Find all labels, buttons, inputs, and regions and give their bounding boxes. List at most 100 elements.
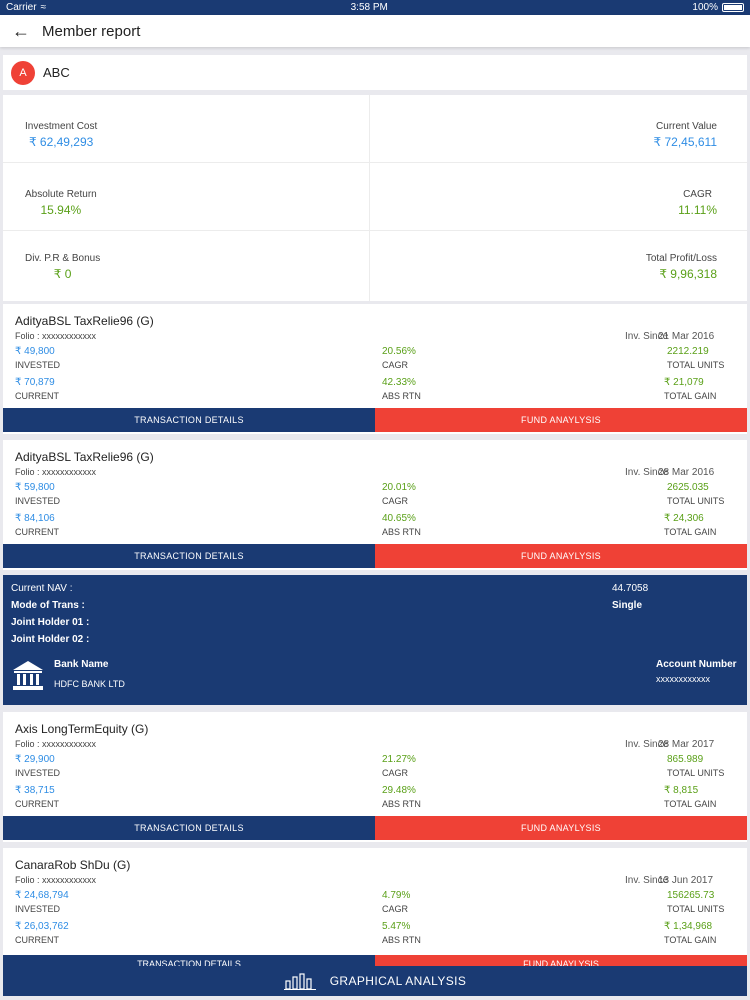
current-label: CURRENT	[15, 391, 59, 401]
abs-rtn-label: ABS RTN	[382, 391, 421, 401]
inv-since-label: Inv. Since	[625, 739, 669, 750]
inv-since-date: 13 Jun 2017	[658, 875, 714, 886]
cagr-label: CAGR	[382, 496, 409, 506]
inv-since-label: Inv. Since	[625, 875, 669, 886]
battery-percent: 100%	[692, 2, 718, 13]
status-time: 3:58 PM	[350, 2, 388, 13]
transaction-details-panel: Current NAV : 44.7058 Mode of Trans : Si…	[3, 575, 747, 705]
invested-value: ₹ 49,800	[15, 346, 55, 357]
transaction-details-button[interactable]: TRANSACTION DETAILS	[3, 544, 375, 568]
back-arrow-icon[interactable]: ←	[12, 20, 30, 41]
total-units-value: 156265.73	[667, 890, 715, 901]
total-units-value: 2625.035	[667, 482, 709, 493]
current-value: ₹ 38,715	[15, 785, 55, 796]
total-units-label: TOTAL UNITS	[667, 768, 725, 778]
wifi-icon: ≈	[40, 2, 47, 13]
page-title: Member report	[42, 22, 141, 40]
current-value: ₹ 70,879	[15, 377, 55, 388]
cagr-value: 20.01%	[382, 482, 416, 493]
folio: Folio : xxxxxxxxxxxx	[15, 467, 97, 477]
total-units-label: TOTAL UNITS	[667, 904, 725, 914]
mode-label: Mode of Trans :	[11, 600, 85, 611]
bank-icon	[13, 661, 43, 690]
inv-since-date: 21 Mar 2016	[658, 331, 715, 342]
cagr-value: 21.27%	[382, 754, 416, 765]
member-name: ABC	[43, 65, 70, 80]
fund-name: Axis LongTermEquity (G)	[15, 722, 149, 736]
fund-analysis-button[interactable]: FUND ANAYLYSIS	[375, 544, 747, 568]
total-units-value: 865.989	[667, 754, 704, 765]
total-gain-label: TOTAL GAIN	[664, 799, 717, 809]
fund-name: CanaraRob ShDu (G)	[15, 858, 131, 872]
total-gain-label: TOTAL GAIN	[664, 935, 717, 945]
folio: Folio : xxxxxxxxxxxx	[15, 739, 97, 749]
abs-rtn-value: 5.47%	[382, 921, 411, 932]
member-row: A ABC	[3, 55, 747, 90]
cagr-label: CAGR	[382, 768, 409, 778]
graphical-analysis-label: GRAPHICAL ANALYSIS	[329, 974, 467, 988]
fund-name: AdityaBSL TaxRelie96 (G)	[15, 450, 154, 464]
cagr-value: 20.56%	[382, 346, 416, 357]
avatar: A	[11, 60, 35, 85]
abs-rtn-value: 40.65%	[382, 513, 416, 524]
graphical-analysis-button[interactable]: GRAPHICAL ANALYSIS	[3, 966, 747, 996]
invested-value: ₹ 24,68,794	[15, 890, 69, 901]
carrier-label: Carrier	[6, 2, 37, 13]
invested-label: INVESTED	[15, 360, 61, 370]
current-label: CURRENT	[15, 799, 59, 809]
fund-card: AdityaBSL TaxRelie96 (G) Folio : xxxxxxx…	[3, 440, 747, 570]
inv-since-date: 28 Mar 2017	[658, 739, 715, 750]
total-gain-label: TOTAL GAIN	[664, 391, 717, 401]
transaction-details-button[interactable]: TRANSACTION DETAILS	[3, 955, 375, 969]
inv-since-label: Inv. Since	[625, 467, 669, 478]
cagr: CAGR 11.11%	[678, 189, 717, 217]
cagr-label: CAGR	[382, 360, 409, 370]
joint-holder-1-label: Joint Holder 01 :	[11, 617, 90, 628]
nav-value: 44.7058	[612, 583, 649, 594]
portfolio-summary: Investment Cost ₹ 62,49,293 Current Valu…	[3, 95, 747, 301]
absolute-return: Absolute Return 15.94%	[25, 189, 97, 217]
invested-label: INVESTED	[15, 496, 61, 506]
joint-holder-2-label: Joint Holder 02 :	[11, 634, 90, 645]
total-gain-value: ₹ 24,306	[664, 513, 704, 524]
account-number-label: Account Number	[656, 659, 737, 670]
current-value: ₹ 26,03,762	[15, 921, 69, 932]
total-gain-label: TOTAL GAIN	[664, 527, 717, 537]
invested-value: ₹ 29,900	[15, 754, 55, 765]
transaction-details-button[interactable]: TRANSACTION DETAILS	[3, 816, 375, 840]
partially-hidden-buttons: TRANSACTION DETAILS FUND ANAYLYSIS	[3, 955, 747, 969]
inv-since-label: Inv. Since	[625, 331, 669, 342]
fund-analysis-button[interactable]: FUND ANAYLYSIS	[375, 955, 747, 969]
current-label: CURRENT	[15, 527, 59, 537]
account-number-value: xxxxxxxxxxxx	[656, 674, 710, 684]
current-label: CURRENT	[15, 935, 59, 945]
total-gain-value: ₹ 1,34,968	[664, 921, 713, 932]
bar-chart-icon	[283, 973, 316, 990]
fund-analysis-button[interactable]: FUND ANAYLYSIS	[375, 408, 747, 432]
fund-card: Axis LongTermEquity (G) Folio : xxxxxxxx…	[3, 712, 747, 842]
fund-analysis-button[interactable]: FUND ANAYLYSIS	[375, 816, 747, 840]
fund-card: AdityaBSL TaxRelie96 (G) Folio : xxxxxxx…	[3, 304, 747, 434]
total-units-label: TOTAL UNITS	[667, 496, 725, 506]
total-gain-value: ₹ 8,815	[664, 785, 699, 796]
status-bar: Carrier ≈ 3:58 PM 100%	[0, 0, 750, 15]
div-bonus: Div. P.R & Bonus ₹ 0	[25, 253, 101, 281]
abs-rtn-label: ABS RTN	[382, 935, 421, 945]
abs-rtn-label: ABS RTN	[382, 527, 421, 537]
bank-name-value: HDFC BANK LTD	[54, 679, 125, 689]
cagr-label: CAGR	[382, 904, 409, 914]
total-units-value: 2212.219	[667, 346, 709, 357]
fund-name: AdityaBSL TaxRelie96 (G)	[15, 314, 154, 328]
nav-label: Current NAV :	[11, 583, 73, 594]
transaction-details-button[interactable]: TRANSACTION DETAILS	[3, 408, 375, 432]
battery-icon	[721, 3, 744, 12]
bank-name-label: Bank Name	[54, 659, 109, 670]
abs-rtn-value: 29.48%	[382, 785, 416, 796]
cagr-value: 4.79%	[382, 890, 411, 901]
abs-rtn-label: ABS RTN	[382, 799, 421, 809]
total-units-label: TOTAL UNITS	[667, 360, 725, 370]
invested-label: INVESTED	[15, 904, 61, 914]
total-gain-value: ₹ 21,079	[664, 377, 704, 388]
fund-card: CanaraRob ShDu (G) Folio : xxxxxxxxxxxx …	[3, 848, 747, 968]
mode-value: Single	[612, 600, 643, 611]
